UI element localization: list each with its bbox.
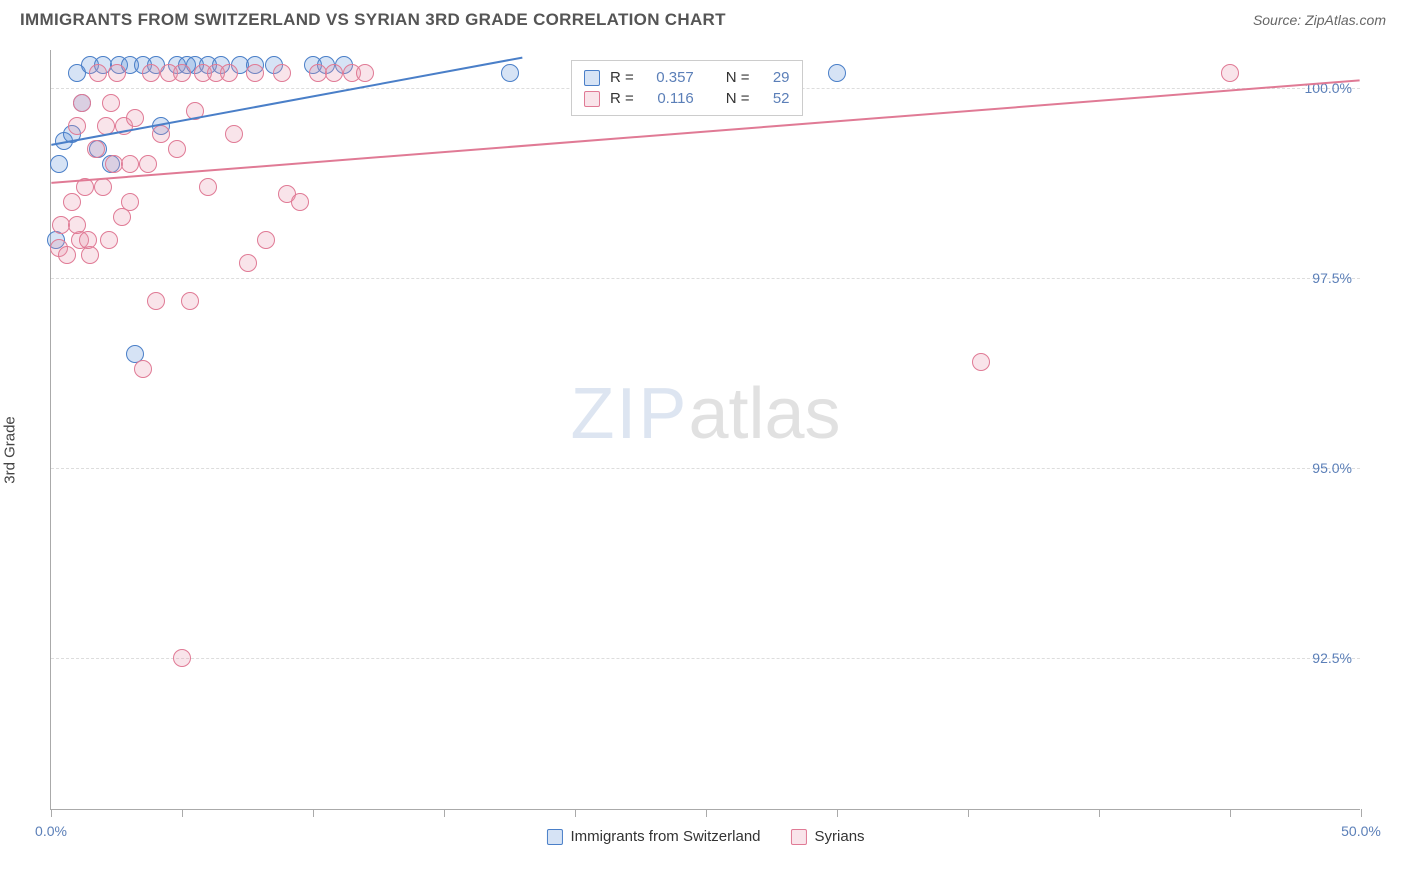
scatter-point-syrian bbox=[121, 155, 139, 173]
scatter-point-syrian bbox=[173, 649, 191, 667]
scatter-point-syrian bbox=[76, 178, 94, 196]
watermark-zip: ZIP bbox=[570, 374, 688, 454]
x-tick bbox=[1099, 809, 1100, 817]
scatter-point-syrian bbox=[257, 231, 275, 249]
scatter-point-syrian bbox=[181, 292, 199, 310]
x-tick bbox=[182, 809, 183, 817]
chart-title: IMMIGRANTS FROM SWITZERLAND VS SYRIAN 3R… bbox=[20, 10, 726, 30]
y-tick-label: 100.0% bbox=[1305, 80, 1352, 96]
gridline-h bbox=[51, 278, 1360, 279]
n-label: N = bbox=[726, 90, 750, 107]
scatter-point-syrian bbox=[152, 125, 170, 143]
scatter-point-syrian bbox=[325, 64, 343, 82]
r-label: R = bbox=[610, 69, 634, 86]
watermark: ZIPatlas bbox=[570, 373, 840, 455]
gridline-h bbox=[51, 468, 1360, 469]
scatter-point-syrian bbox=[94, 178, 112, 196]
r-value: 0.116 bbox=[644, 90, 694, 107]
x-tick bbox=[968, 809, 969, 817]
scatter-point-syrian bbox=[273, 64, 291, 82]
x-tick bbox=[706, 809, 707, 817]
scatter-point-syrian bbox=[1221, 64, 1239, 82]
scatter-point-syrian bbox=[89, 64, 107, 82]
stats-row-syrian: R = 0.116 N = 52 bbox=[584, 88, 790, 109]
chart-container: 3rd Grade ZIPatlas 92.5% 95.0% 97.5% 100.0%… bbox=[0, 40, 1406, 860]
scatter-point-syrian bbox=[239, 254, 257, 272]
header: IMMIGRANTS FROM SWITZERLAND VS SYRIAN 3R… bbox=[0, 0, 1406, 36]
swatch-syrian bbox=[584, 91, 600, 107]
scatter-point-syrian bbox=[186, 102, 204, 120]
scatter-point-syrian bbox=[972, 353, 990, 371]
scatter-point-syrian bbox=[87, 140, 105, 158]
scatter-point-syrian bbox=[220, 64, 238, 82]
r-label: R = bbox=[610, 90, 634, 107]
y-axis-label: 3rd Grade bbox=[2, 416, 19, 484]
legend: Immigrants from Switzerland Syrians bbox=[546, 828, 864, 845]
scatter-point-syrian bbox=[79, 231, 97, 249]
x-tick bbox=[575, 809, 576, 817]
scatter-point-syrian bbox=[63, 193, 81, 211]
scatter-point-swiss bbox=[50, 155, 68, 173]
x-tick-label: 50.0% bbox=[1341, 823, 1381, 839]
scatter-point-syrian bbox=[73, 94, 91, 112]
scatter-point-syrian bbox=[58, 246, 76, 264]
legend-swatch-swiss bbox=[546, 829, 562, 845]
scatter-point-syrian bbox=[102, 94, 120, 112]
x-tick bbox=[313, 809, 314, 817]
scatter-point-swiss bbox=[501, 64, 519, 82]
n-value: 52 bbox=[760, 90, 790, 107]
scatter-point-syrian bbox=[168, 140, 186, 158]
scatter-point-syrian bbox=[108, 64, 126, 82]
scatter-point-syrian bbox=[173, 64, 191, 82]
x-tick-label: 0.0% bbox=[35, 823, 67, 839]
scatter-point-syrian bbox=[199, 178, 217, 196]
scatter-point-syrian bbox=[142, 64, 160, 82]
scatter-point-syrian bbox=[356, 64, 374, 82]
scatter-point-syrian bbox=[126, 109, 144, 127]
x-tick bbox=[1361, 809, 1362, 817]
n-label: N = bbox=[726, 69, 750, 86]
scatter-point-syrian bbox=[147, 292, 165, 310]
y-tick-label: 95.0% bbox=[1312, 460, 1352, 476]
scatter-point-syrian bbox=[139, 155, 157, 173]
stats-box: R = 0.357 N = 29 R = 0.116 N = 52 bbox=[571, 60, 803, 116]
legend-item-swiss: Immigrants from Switzerland bbox=[546, 828, 760, 845]
source-attribution: Source: ZipAtlas.com bbox=[1253, 12, 1386, 28]
regression-lines bbox=[51, 50, 1360, 809]
legend-label: Syrians bbox=[815, 828, 865, 845]
scatter-point-syrian bbox=[81, 246, 99, 264]
legend-label: Immigrants from Switzerland bbox=[570, 828, 760, 845]
y-tick-label: 92.5% bbox=[1312, 650, 1352, 666]
scatter-point-syrian bbox=[291, 193, 309, 211]
scatter-point-syrian bbox=[100, 231, 118, 249]
legend-swatch-syrian bbox=[791, 829, 807, 845]
scatter-point-swiss bbox=[828, 64, 846, 82]
watermark-atlas: atlas bbox=[688, 374, 840, 454]
stats-row-swiss: R = 0.357 N = 29 bbox=[584, 67, 790, 88]
x-tick bbox=[837, 809, 838, 817]
x-tick bbox=[51, 809, 52, 817]
plot-area: ZIPatlas 92.5%95.0%97.5%100.0%0.0%50.0%R… bbox=[50, 50, 1360, 810]
scatter-point-syrian bbox=[97, 117, 115, 135]
y-tick-label: 97.5% bbox=[1312, 270, 1352, 286]
scatter-point-syrian bbox=[121, 193, 139, 211]
r-value: 0.357 bbox=[644, 69, 694, 86]
legend-item-syrian: Syrians bbox=[791, 828, 865, 845]
scatter-point-syrian bbox=[225, 125, 243, 143]
scatter-point-syrian bbox=[68, 117, 86, 135]
x-tick bbox=[444, 809, 445, 817]
scatter-point-syrian bbox=[246, 64, 264, 82]
x-tick bbox=[1230, 809, 1231, 817]
swatch-swiss bbox=[584, 70, 600, 86]
n-value: 29 bbox=[760, 69, 790, 86]
gridline-h bbox=[51, 658, 1360, 659]
scatter-point-syrian bbox=[134, 360, 152, 378]
